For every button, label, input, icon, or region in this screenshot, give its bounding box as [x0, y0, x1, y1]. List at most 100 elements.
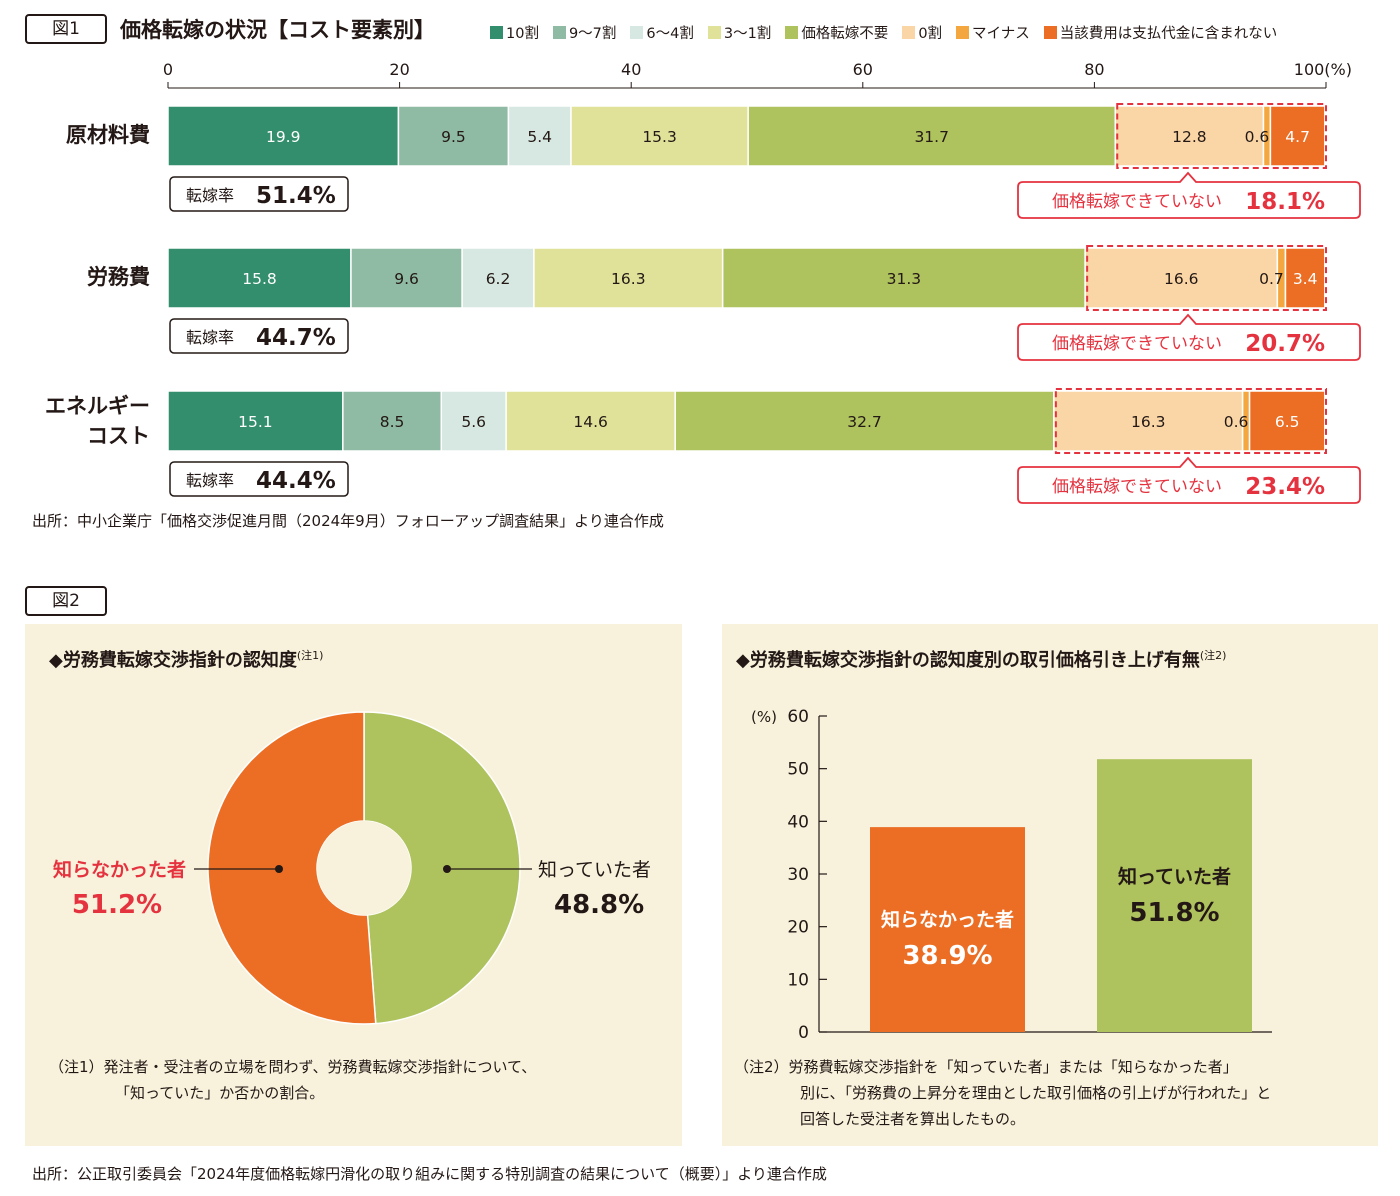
legend-swatch — [956, 26, 970, 39]
y-tick-label: 60 — [787, 707, 809, 727]
bar-segment — [461, 247, 535, 309]
legend-swatch — [630, 26, 644, 39]
legend-item: 0割 — [902, 22, 942, 43]
fig2-source: 出所：公正取引委員会「2024年度価格転嫁円滑化の取り組みに関する特別調査の結果… — [32, 1165, 827, 1183]
bar — [870, 827, 1025, 1032]
fig1-tag: 図1 — [25, 14, 107, 44]
bar-value-label: 5.4 — [527, 128, 552, 146]
bar-value-label: 6.5 — [1275, 413, 1300, 431]
bar-value-label: 38.9% — [902, 941, 992, 971]
bar-segment — [1248, 390, 1326, 452]
bar-value-label: 8.5 — [380, 413, 405, 431]
note1: （注1）発注者・受注者の立場を問わず、労務費転嫁交渉指針について、 「知っていた… — [49, 1058, 537, 1102]
pie-label-knew: 知っていた者 — [538, 859, 651, 881]
not-passed-value: 18.1% — [1245, 189, 1325, 215]
not-passed-value: 23.4% — [1245, 474, 1325, 500]
bar-segment — [747, 105, 1116, 167]
bar-value-label: 15.8 — [242, 270, 277, 288]
legend-label: 0割 — [918, 26, 943, 42]
pie-label-not-knew: 知らなかった者 — [53, 858, 186, 881]
legend-label: 10割 — [506, 26, 539, 42]
bar-category-label: 知らなかった者 — [881, 908, 1014, 931]
fig2-tag: 図2 — [25, 586, 107, 616]
donut-hole — [317, 821, 411, 915]
bar-value-label: 32.7 — [847, 413, 882, 431]
bar-segment — [533, 247, 724, 309]
legend-swatch — [902, 26, 916, 39]
bar-value-label: 0.6 — [1245, 128, 1270, 146]
y-tick-label: 50 — [787, 760, 809, 780]
not-passed-callout — [1017, 171, 1361, 219]
left-panel-title: ◆労務費転嫁交渉指針の認知度(注1) — [49, 649, 324, 671]
not-passed-highlight-box — [1054, 388, 1327, 454]
not-passed-label: 価格転嫁できていない — [1052, 334, 1222, 354]
legend-swatch — [1043, 26, 1057, 39]
rate-box — [169, 176, 349, 212]
legend-label: 9〜7割 — [568, 26, 617, 42]
bar-segment — [397, 105, 510, 167]
pie-value-knew: 48.8% — [554, 890, 644, 920]
x-tick-label: 80 — [1084, 60, 1104, 79]
rate-box — [169, 461, 349, 497]
bar-value-label: 9.6 — [394, 270, 419, 288]
legend-item: 9〜7割 — [552, 22, 617, 43]
bar-value-label: 19.9 — [266, 128, 301, 146]
bar-value-label: 3.4 — [1293, 270, 1318, 288]
category-label: 原材料費 — [66, 123, 150, 147]
y-axis-unit: (%) — [751, 708, 777, 726]
legend-swatch — [707, 26, 721, 39]
rate-label: 転嫁率 — [186, 471, 234, 490]
legend-swatch — [785, 26, 799, 39]
rate-value: 51.4% — [256, 183, 336, 209]
bar-value-label: 0.6 — [1224, 413, 1249, 431]
category-label: 労務費 — [87, 265, 150, 289]
legend-label: 価格転嫁不要 — [801, 26, 889, 42]
not-passed-label: 価格転嫁できていない — [1052, 192, 1222, 212]
bar-value-label: 16.3 — [611, 270, 646, 288]
bar-segment — [1284, 247, 1326, 309]
bar-value-label: 15.1 — [238, 413, 273, 431]
not-passed-callout — [1017, 456, 1361, 504]
bar-segment — [721, 247, 1086, 309]
bar-category-label: 知っていた者 — [1118, 865, 1231, 888]
bar-value-label: 4.7 — [1285, 128, 1310, 146]
x-tick-label: 40 — [621, 60, 641, 79]
x-tick-label: 100(%) — [1294, 60, 1352, 79]
legend-item: 価格転嫁不要 — [785, 22, 888, 43]
not-passed-highlight-box — [1086, 245, 1327, 311]
bar-value-label: 31.3 — [887, 270, 922, 288]
bar-segment — [1114, 105, 1265, 167]
bar-segment — [674, 390, 1055, 452]
y-tick-label: 40 — [787, 812, 809, 832]
not-passed-highlight-box — [1116, 103, 1328, 169]
bar-segment — [167, 105, 400, 167]
stacked-bar-chart: 0 20 40 60 80 100(%) 原材料費 19.9 9.5 5.4 15.3 31.7 12.… — [45, 60, 1361, 504]
fig1-title: 価格転嫁の状況【コスト要素別】 — [120, 18, 435, 42]
y-tick-label: 10 — [787, 970, 809, 990]
legend-item: 10割 — [490, 22, 539, 43]
legend-item: 6〜4割 — [630, 22, 694, 43]
not-passed-callout — [1017, 313, 1361, 361]
bar-value-label: 16.6 — [1164, 270, 1199, 288]
legend-label: マイナス — [972, 26, 1030, 42]
legend-label: 6〜4割 — [646, 26, 694, 42]
right-panel-title: ◆労務費転嫁交渉指針の認知度別の取引価格引き上げ有無(注2) — [736, 649, 1227, 671]
bar-value-label: 0.7 — [1259, 270, 1284, 288]
y-tick-label: 30 — [787, 865, 809, 885]
legend-swatch — [552, 26, 566, 39]
y-tick-label: 0 — [798, 1023, 809, 1043]
right-panel: ◆労務費転嫁交渉指針の認知度別の取引価格引き上げ有無(注2) （注2）労務費転嫁… — [722, 624, 1378, 1146]
bar-value-label: 5.6 — [461, 413, 486, 431]
x-tick-label: 20 — [389, 60, 409, 79]
note2: （注2）労務費転嫁交渉指針を「知っていた者」または「知らなかった者」 別に、「労… — [734, 1058, 1272, 1128]
not-passed-value: 20.7% — [1245, 331, 1325, 357]
bar-value-label: 14.6 — [573, 413, 608, 431]
rate-value: 44.7% — [256, 325, 336, 351]
rate-box — [169, 318, 349, 354]
bar-segment — [1053, 390, 1244, 452]
bar-segment — [1269, 105, 1326, 167]
legend-item: マイナス — [956, 22, 1030, 43]
x-tick-label: 60 — [853, 60, 873, 79]
rate-value: 44.4% — [256, 468, 336, 494]
